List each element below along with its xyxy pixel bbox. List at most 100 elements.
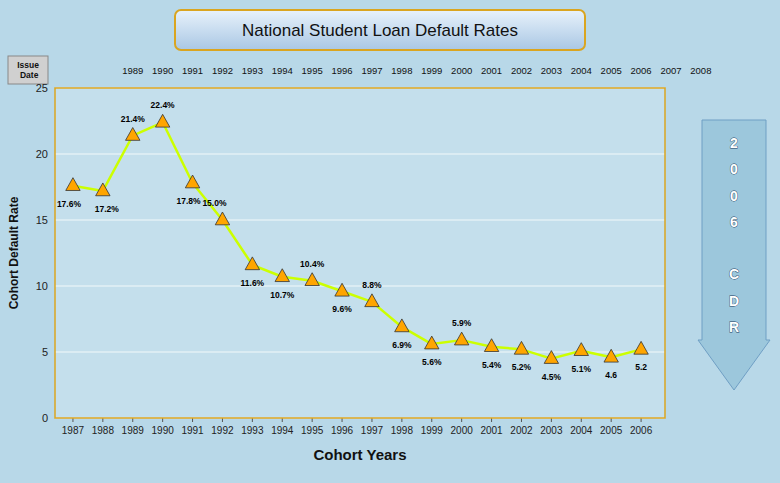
data-label: 5.4% <box>482 360 502 370</box>
y-tick-label: 0 <box>42 412 48 424</box>
y-tick-label: 5 <box>42 346 48 358</box>
data-label: 8.8% <box>362 280 382 290</box>
y-tick-label: 20 <box>36 148 48 160</box>
x-tick-label: 1999 <box>421 425 444 436</box>
title-box <box>175 10 585 50</box>
issue-date: 2002 <box>511 65 532 76</box>
x-tick-label: 2001 <box>480 425 503 436</box>
point <box>335 283 349 296</box>
issue-date: 2006 <box>631 65 652 76</box>
x-tick-label: 2003 <box>540 425 563 436</box>
issue-date: 2003 <box>541 65 562 76</box>
x-tick-label: 2006 <box>630 425 653 436</box>
data-label: 17.2% <box>95 204 120 214</box>
issue-date: 1994 <box>272 65 293 76</box>
point <box>155 114 169 127</box>
grid-line <box>55 154 665 155</box>
issue-date: 1997 <box>361 65 382 76</box>
plot-frame <box>55 88 665 418</box>
title: National Student Loan Default Rates <box>242 21 518 40</box>
x-tick-label: 1987 <box>62 425 85 436</box>
x-tick-label: 1996 <box>331 425 354 436</box>
x-tick-label: 2004 <box>570 425 593 436</box>
y-tick-label: 15 <box>36 214 48 226</box>
x-tick-label: 1991 <box>181 425 204 436</box>
plot-area <box>55 88 665 418</box>
data-label: 5.2 <box>635 362 647 372</box>
point <box>634 341 648 354</box>
data-label: 5.1% <box>572 364 592 374</box>
grid-line <box>55 220 665 221</box>
issue-date: 1999 <box>421 65 442 76</box>
issue-date: 1990 <box>152 65 173 76</box>
point <box>66 178 80 191</box>
issue-date: 1993 <box>242 65 263 76</box>
data-label: 6.9% <box>392 340 412 350</box>
x-tick-label: 2005 <box>600 425 623 436</box>
point <box>245 257 259 270</box>
issue-date: 1996 <box>331 65 352 76</box>
point <box>275 269 289 282</box>
y-axis-label: Cohort Default Rate <box>7 196 21 309</box>
y-tick-label: 10 <box>36 280 48 292</box>
data-label: 22.4% <box>151 100 176 110</box>
data-label: 5.2% <box>512 362 532 372</box>
issue-date-box <box>8 56 48 84</box>
data-label: 10.7% <box>270 290 295 300</box>
point <box>96 183 110 196</box>
issue-date: 2004 <box>571 65 592 76</box>
point <box>425 336 439 349</box>
point <box>395 319 409 332</box>
issue-date: 1989 <box>122 65 143 76</box>
issue-date: 1992 <box>212 65 233 76</box>
issue-date: 2005 <box>601 65 622 76</box>
x-tick-label: 1988 <box>92 425 115 436</box>
data-label: 10.4% <box>300 259 325 269</box>
series <box>66 114 649 363</box>
issue-date: 1991 <box>182 65 203 76</box>
issue-date: 2008 <box>690 65 711 76</box>
x-tick-label: 1998 <box>391 425 414 436</box>
x-tick-label: 2002 <box>510 425 533 436</box>
point <box>365 294 379 307</box>
chart: National Student Loan Default Rates Issue… <box>0 0 780 483</box>
line <box>73 122 641 358</box>
point <box>484 339 498 352</box>
y-tick-label: 25 <box>36 82 48 94</box>
data-label: 15.0% <box>202 198 227 208</box>
issue-date: 2001 <box>481 65 502 76</box>
point <box>604 349 618 362</box>
issue-date-label: Issue Date <box>17 60 39 80</box>
data-label: 4.6 <box>605 370 617 380</box>
x-axis-label: Cohort Years <box>313 446 406 463</box>
data-label: 17.6% <box>57 199 82 209</box>
issue-date: 2007 <box>660 65 681 76</box>
data-label: 17.8% <box>176 196 201 206</box>
point <box>514 341 528 354</box>
point <box>126 128 140 141</box>
point <box>544 351 558 364</box>
annotation: 2006 CDR <box>729 135 739 335</box>
data-label: 11.6% <box>241 278 265 288</box>
issue-date: 1998 <box>391 65 412 76</box>
point <box>305 273 319 286</box>
x-tick-label: 1993 <box>241 425 264 436</box>
point <box>574 343 588 356</box>
point <box>454 332 468 345</box>
grid-line <box>55 286 665 287</box>
data-label: 21.4% <box>121 114 146 124</box>
x-tick-label: 1995 <box>301 425 324 436</box>
data-label: 5.6% <box>422 357 442 367</box>
background <box>0 0 780 483</box>
data-label: 5.9% <box>452 318 472 328</box>
cdr-arrow <box>698 120 770 390</box>
x-tick-label: 1989 <box>122 425 145 436</box>
data-label: 9.6% <box>332 304 352 314</box>
data-label: 4.5% <box>542 372 562 382</box>
x-tick-label: 1992 <box>211 425 234 436</box>
x-tick-label: 1990 <box>152 425 175 436</box>
issue-date: 1995 <box>302 65 323 76</box>
point <box>215 212 229 225</box>
x-tick-label: 2000 <box>451 425 474 436</box>
x-tick-label: 1997 <box>361 425 384 436</box>
